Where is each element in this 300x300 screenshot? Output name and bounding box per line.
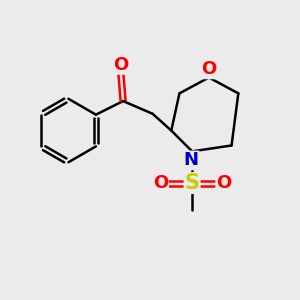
Text: O: O bbox=[153, 174, 168, 192]
Text: N: N bbox=[184, 152, 199, 169]
Text: O: O bbox=[216, 174, 232, 192]
Text: S: S bbox=[184, 173, 200, 193]
Text: O: O bbox=[113, 56, 128, 74]
Text: O: O bbox=[201, 60, 217, 78]
